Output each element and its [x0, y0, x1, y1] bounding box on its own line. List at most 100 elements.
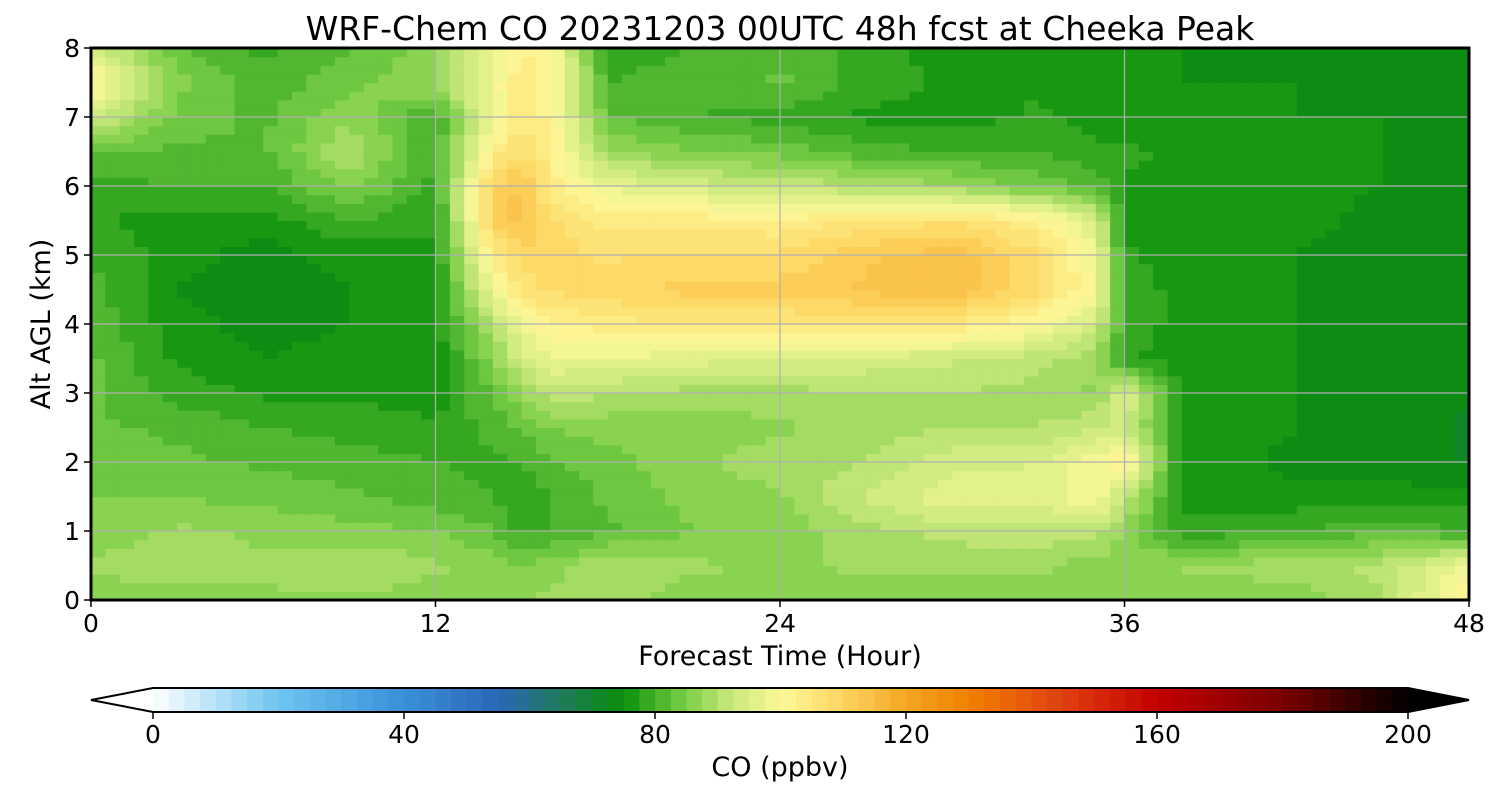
heatmap-cell [91, 531, 106, 541]
heatmap-cell [1210, 289, 1226, 299]
heatmap-cell [449, 531, 465, 541]
heatmap-cell [1024, 263, 1039, 273]
heatmap-cell [277, 194, 293, 204]
heatmap-cell [1239, 375, 1255, 385]
heatmap-cell [1210, 255, 1226, 265]
heatmap-cell [492, 341, 508, 351]
heatmap-cell [335, 349, 350, 360]
heatmap-cell [593, 168, 609, 178]
heatmap-cell [923, 393, 939, 403]
heatmap-cell [392, 341, 408, 351]
heatmap-cell [277, 427, 293, 437]
heatmap-cell [234, 332, 250, 342]
heatmap-cell [1181, 358, 1197, 368]
heatmap-cell [1454, 194, 1469, 204]
heatmap-cell [593, 229, 609, 239]
heatmap-cell [808, 375, 824, 385]
heatmap-cell [1167, 289, 1183, 299]
heatmap-cell [1009, 168, 1025, 178]
heatmap-cell [736, 556, 752, 567]
heatmap-cell [665, 151, 681, 161]
heatmap-cell [1411, 384, 1427, 394]
heatmap-cell [1354, 401, 1370, 411]
heatmap-cell [607, 427, 623, 437]
heatmap-cell [765, 151, 781, 161]
heatmap-cell [1138, 410, 1154, 420]
heatmap-cell [837, 548, 853, 558]
heatmap-cell [1038, 220, 1054, 230]
heatmap-cell [177, 298, 193, 308]
heatmap-cell [1052, 220, 1068, 230]
heatmap-cell [1440, 384, 1456, 394]
heatmap-cell [794, 367, 810, 377]
heatmap-cell [909, 427, 925, 437]
heatmap-cell [1224, 272, 1240, 282]
heatmap-cell [693, 367, 709, 377]
heatmap-cell [1124, 298, 1140, 308]
heatmap-cell [521, 539, 537, 549]
heatmap-cell [1311, 186, 1327, 196]
heatmap-cell [1311, 462, 1327, 472]
heatmap-cell [507, 444, 523, 454]
heatmap-cell [823, 375, 839, 385]
heatmap-cell [1210, 548, 1226, 558]
heatmap-cell [535, 522, 551, 532]
heatmap-cell [564, 427, 580, 437]
heatmap-cell [492, 358, 508, 368]
heatmap-cell [1425, 479, 1441, 489]
heatmap-cell [995, 522, 1011, 532]
heatmap-cell [1224, 565, 1240, 575]
heatmap-cell [665, 315, 681, 325]
heatmap-cell [693, 237, 709, 247]
heatmap-cell [1339, 151, 1355, 161]
heatmap-cell [679, 591, 695, 600]
heatmap-cell [593, 479, 609, 489]
heatmap-cell [823, 401, 839, 411]
heatmap-cell [880, 263, 896, 273]
heatmap-cell [392, 306, 408, 316]
heatmap-cell [1052, 531, 1068, 541]
heatmap-cell [966, 211, 982, 222]
heatmap-cell [349, 505, 365, 515]
heatmap-cell [1196, 220, 1212, 230]
heatmap-cell [1411, 237, 1427, 247]
heatmap-cell [794, 470, 810, 480]
heatmap-cell [607, 349, 623, 360]
heatmap-cell [909, 255, 925, 265]
heatmap-cell [1081, 298, 1097, 308]
heatmap-cell [277, 513, 293, 523]
heatmap-cell [535, 315, 551, 325]
heatmap-cell [693, 160, 709, 170]
heatmap-cell [1339, 194, 1355, 204]
heatmap-cell [1239, 479, 1255, 489]
heatmap-cell [421, 539, 437, 549]
heatmap-cell [1368, 220, 1384, 230]
heatmap-cell [1153, 375, 1169, 385]
heatmap-cell [119, 177, 135, 187]
heatmap-cell [1296, 427, 1312, 437]
heatmap-cell [306, 401, 322, 411]
heatmap-cell [765, 539, 781, 549]
heatmap-cell [1153, 487, 1169, 498]
heatmap-cell [1067, 539, 1083, 549]
heatmap-cell [335, 453, 350, 463]
heatmap-cell [1081, 401, 1097, 411]
heatmap-cell [478, 436, 494, 446]
heatmap-cell [823, 349, 839, 360]
heatmap-cell [1454, 479, 1469, 489]
heatmap-cell [248, 168, 264, 178]
heatmap-cell [636, 479, 652, 489]
heatmap-cell [191, 229, 207, 239]
heatmap-cell [1268, 505, 1283, 515]
heatmap-cell [177, 220, 193, 230]
heatmap-cell [1325, 462, 1341, 472]
heatmap-cell [1024, 332, 1039, 342]
heatmap-cell [1210, 177, 1226, 187]
heatmap-cell [1210, 427, 1226, 437]
heatmap-cell [392, 393, 408, 403]
heatmap-cell [837, 453, 853, 463]
heatmap-cell [866, 246, 882, 256]
heatmap-cell [679, 470, 695, 480]
heatmap-cell [148, 531, 164, 541]
heatmap-cell [1181, 591, 1197, 600]
